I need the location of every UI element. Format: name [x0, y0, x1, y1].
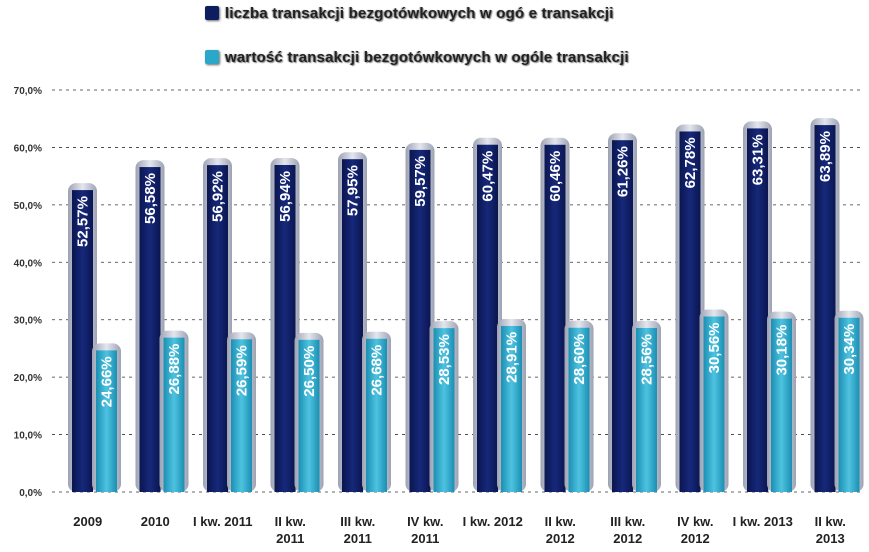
data-label-series2: 28,60%: [571, 334, 588, 385]
y-tick-label: 50,0%: [14, 201, 42, 212]
data-label-series2: 28,53%: [436, 334, 453, 385]
y-tick-label: 30,0%: [14, 316, 42, 327]
y-tick-label: 60,0%: [14, 143, 42, 154]
legend-swatch-series2: [205, 50, 219, 64]
y-tick-label: 20,0%: [14, 373, 42, 384]
legend: liczba transakcji bezgotówkowych w ogó e…: [205, 0, 805, 70]
bar-series1: [544, 144, 566, 492]
legend-swatch-series1: [205, 6, 219, 20]
x-tick-label: I kw. 2012: [463, 514, 523, 529]
data-label-series1: 62,78%: [682, 137, 699, 188]
bar-series2: [838, 317, 860, 492]
bar-series2: [96, 350, 117, 492]
bar-series1: [342, 159, 363, 493]
x-tick-label: II kw. 2013: [815, 514, 846, 546]
x-tick-label: I kw. 2013: [733, 514, 793, 529]
legend-item-series1: liczba transakcji bezgotówkowych w ogó e…: [205, 0, 805, 26]
x-tick-label: 2009: [73, 514, 102, 529]
data-label-series1: 56,94%: [277, 171, 294, 222]
x-tick-label: III kw. 2012: [610, 514, 645, 546]
bar-series2: [433, 328, 455, 492]
legend-label-series2: wartość transakcji bezgotówkowych w ogól…: [225, 48, 629, 66]
data-label-series1: 60,46%: [547, 151, 564, 202]
bar-series2: [568, 327, 590, 492]
data-label-series1: 63,89%: [817, 131, 834, 182]
bar-series2: [163, 337, 185, 492]
data-label-series2: 30,56%: [706, 322, 723, 373]
data-label-series1: 56,92%: [210, 171, 227, 222]
data-label-series1: 52,57%: [75, 196, 92, 247]
y-axis-ticks: 0,0% 10,0% 20,0% 30,0% 40,0% 50,0% 60,0% 70,0%: [14, 86, 42, 499]
y-tick-label: 40,0%: [14, 258, 42, 269]
bar-series2: [501, 325, 522, 492]
bar-series1: [612, 140, 633, 492]
legend-label-series1: liczba transakcji bezgotówkowych w ogó e…: [225, 4, 614, 22]
y-tick-label: 10,0%: [14, 431, 42, 442]
bar-series1: [679, 131, 701, 492]
data-label-series1: 59,57%: [412, 156, 429, 207]
bar-series1: [72, 190, 93, 492]
data-label-series2: 28,91%: [504, 332, 521, 383]
bar-series2: [231, 339, 252, 492]
data-label-series2: 30,18%: [774, 325, 791, 376]
bar-series2: [703, 316, 725, 492]
bar-series1: [747, 128, 768, 492]
data-label-series2: 26,50%: [301, 346, 318, 397]
x-tick-label: 2010: [141, 514, 170, 529]
data-label-series2: 26,59%: [234, 345, 251, 396]
bar-series1: [477, 144, 498, 492]
data-label-series2: 30,34%: [841, 324, 858, 375]
data-label-series1: 57,95%: [345, 165, 362, 216]
bar-series2: [771, 318, 792, 492]
data-label-series2: 28,56%: [639, 334, 656, 385]
bar-series1: [274, 165, 296, 492]
bar-series1: [207, 165, 228, 492]
data-label-series2: 24,66%: [99, 356, 116, 407]
x-axis-ticks: 2009 2010 I kw. 2011 II kw. 2011 III kw. 2011 I…: [73, 514, 846, 546]
data-label-series2: 26,88%: [166, 344, 183, 395]
x-tick-label: IV kw. 2011: [407, 514, 443, 546]
bar-series2: [636, 327, 657, 492]
legend-item-series2: wartość transakcji bezgotówkowych w ogól…: [205, 44, 805, 70]
x-tick-label: IV kw. 2012: [677, 514, 713, 546]
data-label-series1: 60,47%: [480, 151, 497, 202]
bars: 52,57% 24,66% 56,58% 26,88% 56,92% 26,59% 56,9…: [68, 118, 864, 493]
y-tick-label: 70,0%: [14, 86, 42, 97]
bar-series1: [139, 167, 161, 492]
data-label-series1: 63,31%: [750, 134, 767, 185]
x-tick-label: II kw. 2012: [545, 514, 576, 546]
bar-series2: [366, 338, 387, 492]
bar-series1: [814, 125, 836, 492]
y-tick-label: 0,0%: [19, 488, 42, 499]
data-label-series1: 56,58%: [142, 173, 159, 224]
x-tick-label: I kw. 2011: [193, 514, 253, 529]
x-tick-label: II kw. 2011: [275, 514, 306, 546]
data-label-series2: 26,68%: [369, 345, 386, 396]
data-label-series1: 61,26%: [615, 146, 632, 197]
x-tick-label: III kw. 2011: [340, 514, 375, 546]
bar-series2: [298, 339, 320, 492]
bar-series1: [409, 149, 431, 492]
